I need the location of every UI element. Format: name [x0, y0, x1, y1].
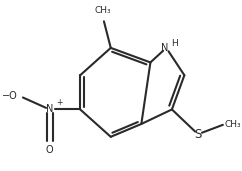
Text: CH₃: CH₃: [224, 120, 241, 129]
Text: −O: −O: [2, 91, 18, 101]
Text: +: +: [56, 98, 62, 107]
Text: H: H: [172, 39, 178, 48]
Text: O: O: [46, 145, 53, 155]
Text: N: N: [161, 43, 169, 53]
Text: CH₃: CH₃: [95, 6, 111, 15]
Text: S: S: [194, 128, 202, 141]
Text: N: N: [46, 104, 53, 114]
